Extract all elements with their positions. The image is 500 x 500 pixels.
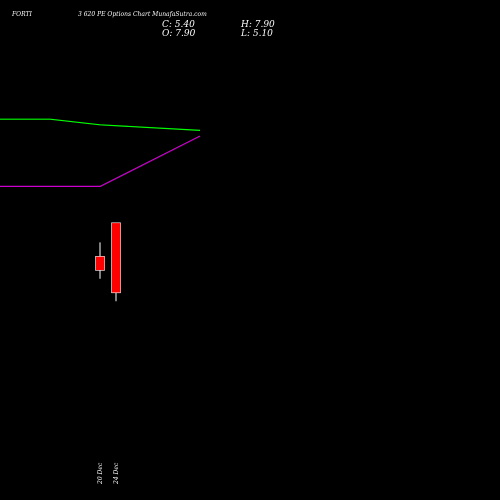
candle-body xyxy=(111,222,121,294)
candle-24-dec xyxy=(111,222,121,302)
candle-body xyxy=(95,256,105,271)
open-value: O: 7.90 xyxy=(162,29,196,39)
x-tick-label: 24 Dec xyxy=(113,462,120,485)
low-value: L: 5.10 xyxy=(241,29,273,39)
candle-20-dec xyxy=(95,242,105,279)
indicator-lines xyxy=(0,118,201,187)
x-tick-label: 20 Dec xyxy=(97,462,104,485)
chart-symbol: FORTI xyxy=(12,11,32,18)
high-value: H: 7.90 xyxy=(241,20,275,30)
indicator-line-1 xyxy=(0,118,201,131)
x-axis-labels: 20 Dec 24 Dec xyxy=(97,462,120,485)
indicator-line-2 xyxy=(0,135,201,187)
chart-subtitle: 3 620 PE Options Chart MunafaSutra.com xyxy=(78,11,207,18)
candles xyxy=(95,222,121,302)
close-value: C: 5.40 xyxy=(162,20,195,30)
